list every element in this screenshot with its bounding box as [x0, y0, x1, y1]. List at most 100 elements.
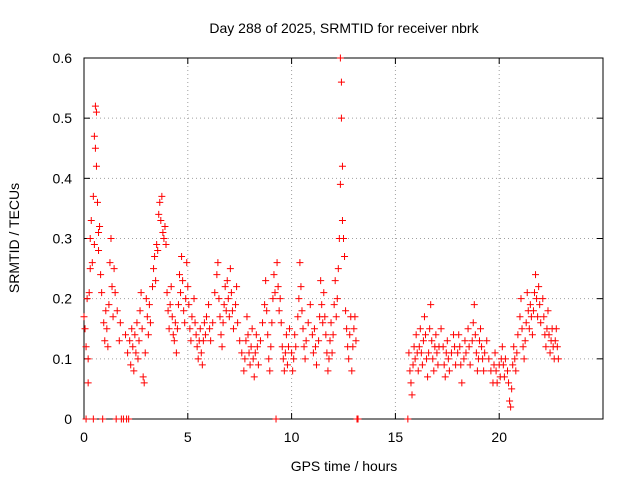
data-point — [343, 325, 351, 333]
data-point — [475, 337, 483, 345]
data-point — [417, 349, 425, 357]
data-point — [261, 301, 269, 309]
data-point — [107, 235, 115, 242]
data-point — [150, 265, 158, 273]
data-point — [414, 367, 422, 375]
data-point — [245, 349, 253, 357]
data-point — [164, 307, 172, 315]
data-point — [409, 361, 417, 369]
data-point — [149, 283, 157, 291]
data-point — [268, 319, 276, 327]
data-point — [225, 313, 233, 321]
data-point — [100, 319, 108, 327]
data-point — [226, 265, 234, 273]
data-point — [429, 355, 437, 363]
data-point — [492, 367, 500, 375]
data-point — [504, 367, 512, 375]
data-point — [512, 367, 520, 375]
data-point — [520, 355, 528, 363]
data-point — [470, 301, 478, 309]
data-point — [82, 343, 90, 351]
data-point — [106, 259, 114, 267]
data-point — [191, 319, 199, 327]
data-point — [135, 337, 143, 345]
data-point — [458, 379, 466, 387]
data-point — [337, 78, 345, 86]
data-point — [318, 301, 326, 309]
data-point — [242, 337, 250, 345]
data-point — [542, 343, 550, 351]
data-point — [155, 210, 163, 218]
data-point — [270, 271, 278, 279]
data-point — [500, 373, 508, 381]
data-point — [91, 102, 99, 110]
data-point — [536, 301, 544, 309]
data-point — [333, 295, 341, 303]
data-point — [196, 325, 204, 333]
data-point — [533, 295, 541, 303]
data-point — [300, 343, 308, 351]
data-point — [552, 325, 560, 333]
data-point — [506, 397, 514, 405]
data-point — [354, 415, 362, 423]
data-point — [466, 361, 474, 369]
data-point — [115, 337, 123, 345]
data-point — [93, 198, 101, 206]
data-point — [158, 192, 166, 200]
data-point — [264, 331, 272, 339]
data-point — [200, 319, 208, 327]
data-point — [184, 283, 192, 291]
data-point — [182, 295, 190, 303]
data-point — [427, 301, 435, 309]
data-point — [424, 373, 432, 381]
data-point — [537, 319, 545, 327]
data-point — [432, 331, 440, 339]
data-point — [342, 307, 350, 315]
data-point — [132, 349, 140, 357]
data-point — [510, 343, 518, 351]
data-point — [263, 307, 271, 315]
data-point — [298, 307, 306, 315]
data-point — [133, 319, 141, 327]
data-point — [477, 325, 485, 333]
data-point — [422, 331, 430, 339]
data-point — [330, 301, 338, 309]
data-point — [483, 337, 491, 345]
data-point — [480, 367, 488, 375]
data-point — [192, 331, 200, 339]
data-point — [418, 361, 426, 369]
data-point — [216, 313, 224, 321]
data-point — [95, 247, 103, 255]
data-point — [156, 198, 164, 206]
data-point — [419, 337, 427, 345]
data-point — [273, 259, 281, 267]
data-point — [175, 271, 183, 279]
data-point — [130, 367, 138, 375]
data-point — [329, 331, 337, 339]
data-point — [104, 343, 112, 351]
data-point — [275, 307, 283, 315]
data-point — [328, 349, 336, 357]
y-axis-label: SRMTID / TECUs — [6, 183, 22, 293]
data-point — [159, 228, 167, 236]
data-point — [167, 283, 175, 291]
data-point — [131, 331, 139, 339]
data-point — [193, 343, 201, 351]
data-point — [455, 331, 463, 339]
data-point — [152, 277, 160, 285]
data-point — [326, 337, 334, 345]
data-point — [146, 319, 154, 327]
data-point — [297, 283, 305, 291]
data-point — [282, 331, 290, 339]
data-point — [301, 355, 309, 363]
data-point — [469, 319, 477, 327]
data-point — [346, 331, 354, 339]
data-point — [411, 355, 419, 363]
data-point — [111, 289, 119, 297]
data-point — [240, 367, 248, 375]
data-point — [299, 325, 307, 333]
data-point — [139, 373, 147, 381]
data-point — [294, 313, 302, 321]
data-point — [241, 355, 249, 363]
